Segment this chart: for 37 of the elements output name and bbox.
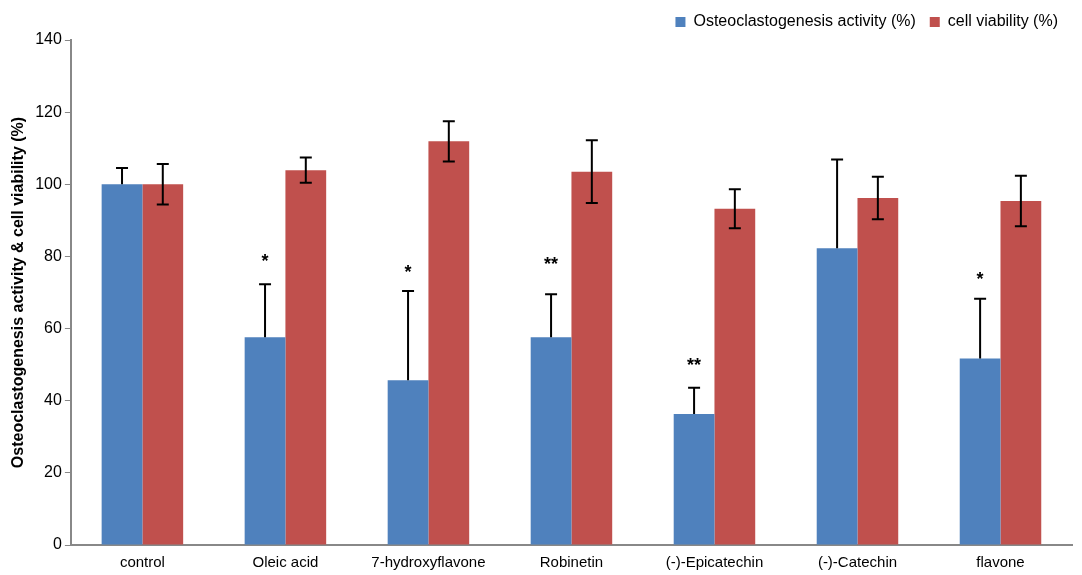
bar xyxy=(530,337,572,545)
annotation: * xyxy=(404,261,412,282)
x-tick-label: flavone xyxy=(976,553,1025,571)
y-tick-label: 60 xyxy=(44,318,62,336)
annotation: ** xyxy=(687,355,702,376)
bar xyxy=(571,171,613,545)
bar xyxy=(142,184,184,545)
y-tick-label: 40 xyxy=(44,391,62,409)
y-tick-label: 120 xyxy=(35,102,62,120)
annotation: * xyxy=(261,250,269,271)
bar xyxy=(387,380,429,545)
bar xyxy=(285,170,327,545)
bar xyxy=(1000,200,1042,545)
bar xyxy=(244,337,286,545)
x-tick-label: control xyxy=(119,553,165,571)
bar xyxy=(816,248,858,545)
bar xyxy=(714,208,756,545)
bar xyxy=(673,414,715,545)
bar xyxy=(959,358,1001,545)
x-tick-label: (-)-Catechin xyxy=(817,553,898,571)
bar xyxy=(428,141,470,545)
bar xyxy=(857,197,899,545)
legend-label: cell viability (%) xyxy=(947,12,1059,30)
x-tick-label: Oleic acid xyxy=(252,553,319,571)
x-tick-label: Robinetin xyxy=(539,553,604,571)
x-tick-label: 7-hydroxyflavone xyxy=(371,553,486,571)
y-tick-label: 80 xyxy=(44,246,62,264)
legend-label: Osteoclastogenesis activity (%) xyxy=(693,12,916,30)
y-tick-label: 100 xyxy=(35,174,62,192)
y-tick-label: 20 xyxy=(44,463,62,481)
y-tick-label: 140 xyxy=(35,30,62,48)
annotation: ** xyxy=(544,254,559,275)
x-tick-label: (-)-Epicatechin xyxy=(665,553,764,571)
bar xyxy=(101,184,143,545)
annotation: * xyxy=(976,268,984,289)
y-axis-title: Osteoclastogenesis activity & cell viability (%) xyxy=(9,116,27,469)
y-tick-label: 0 xyxy=(52,535,62,553)
